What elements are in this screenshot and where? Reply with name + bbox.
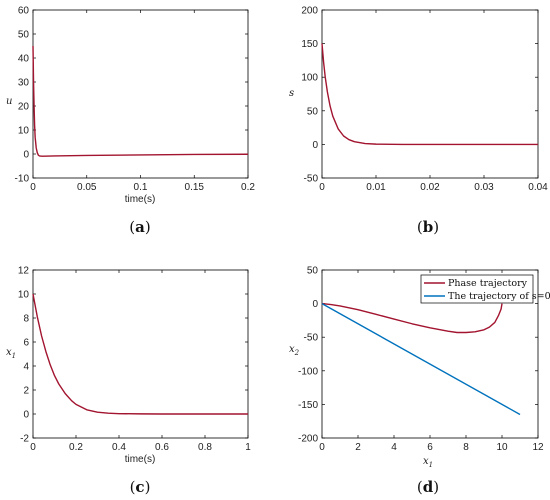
panel-b-series-0-line bbox=[321, 43, 538, 146]
panel-a-x-axis-label: time(s) bbox=[125, 194, 156, 205]
panel-d-x-tick-label: 6 bbox=[427, 442, 433, 453]
panel-a-y-axis-label: u bbox=[6, 96, 12, 107]
panel-a: u time(s) (a) 0 0.05 0.1 0.15 0.2-1001020304… bbox=[6, 6, 255, 237]
panel-b-x-tick-label: 0.03 bbox=[474, 182, 494, 193]
panel-c-x-tick-label: 0.4 bbox=[112, 442, 126, 453]
panel-d-legend: Phase trajectory The trajectory of s=0 bbox=[420, 274, 550, 304]
panel-a-y-tick-label: 0 bbox=[23, 150, 29, 161]
panel-c-y-tick-label: 8 bbox=[23, 314, 29, 325]
panel-c-y-tick-label: 12 bbox=[18, 266, 30, 277]
panel-d-y-tick-label: 0 bbox=[312, 299, 318, 310]
panel-d-x-axis-label-sub: 1 bbox=[429, 461, 433, 469]
panel-c-x-tick-label: 0 bbox=[30, 442, 36, 453]
panel-a-y-tick-label: 20 bbox=[18, 102, 30, 113]
panel-a-label: (a) bbox=[129, 218, 150, 236]
panel-a-plot-frame bbox=[32, 9, 249, 179]
panel-b-y-tick-label: 150 bbox=[301, 39, 318, 50]
panel-d-x-tick-label: 4 bbox=[391, 442, 397, 453]
panel-d-label: (d) bbox=[417, 478, 439, 496]
panel-c-y-axis-label-sub: 1 bbox=[12, 352, 16, 360]
panel-b-y-tick-label: -50 bbox=[304, 174, 319, 185]
panel-d-x-tick-label: 8 bbox=[463, 442, 469, 453]
panel-c-y-tick-label: 2 bbox=[23, 386, 29, 397]
panel-a-y-tick-label: -10 bbox=[15, 174, 30, 185]
panel-c-label-letter: c bbox=[135, 478, 144, 496]
panel-b-y-tick-label: 200 bbox=[301, 6, 318, 17]
panel-d-legend-text-phase: Phase trajectory bbox=[448, 278, 528, 289]
panel-a-x-tick-label: 0 bbox=[30, 182, 36, 193]
panel-d-y-tick-label: -150 bbox=[298, 400, 318, 411]
panel-a-x-tick-label: 0.05 bbox=[77, 182, 97, 193]
panel-b-y-tick-label: 100 bbox=[301, 73, 318, 84]
panel-d-x-tick-label: 12 bbox=[532, 442, 544, 453]
panel-c-x-tick-label: 1 bbox=[245, 442, 251, 453]
panel-b-x-tick-label: 0.01 bbox=[366, 182, 386, 193]
panel-b-y-tick-label: 50 bbox=[307, 106, 319, 117]
panel-d-series-0-line bbox=[321, 302, 503, 334]
panel-c-label-close: ) bbox=[145, 478, 151, 496]
panel-c-label-open: ( bbox=[130, 478, 136, 496]
panel-d-y-tick-label: 50 bbox=[307, 266, 319, 277]
panel-c-x-axis-label: time(s) bbox=[125, 454, 156, 465]
panel-d-y-axis-label: x2 bbox=[289, 344, 300, 357]
panel-c-y-tick-label: 10 bbox=[18, 290, 30, 301]
panel-d-label-letter: d bbox=[423, 478, 434, 496]
panel-a-x-tick-label: 0.15 bbox=[185, 182, 205, 193]
panel-a-y-tick-label: 10 bbox=[18, 126, 30, 137]
panel-b-label-letter: b bbox=[423, 218, 434, 236]
panel-d: x2 x1 (d) Phase trajectory The trajector… bbox=[289, 266, 550, 497]
panel-d-label-close: ) bbox=[433, 478, 439, 496]
panel-c-y-tick-label: 0 bbox=[23, 410, 29, 421]
panel-d-series-1-line bbox=[321, 302, 521, 416]
panel-b-x-tick-label: 0.04 bbox=[528, 182, 548, 193]
panel-d-label-open: ( bbox=[417, 478, 423, 496]
panel-a-x-tick-label: 0.2 bbox=[241, 182, 255, 193]
panel-b-label: (b) bbox=[417, 218, 439, 236]
panel-a-y-tick-label: 30 bbox=[18, 78, 30, 89]
panel-d-y-tick-label: -100 bbox=[298, 366, 318, 377]
panel-d-x-tick-label: 2 bbox=[355, 442, 361, 453]
panel-d-legend-text-s0: The trajectory of s=0 bbox=[448, 291, 550, 302]
panel-a-y-tick-label: 50 bbox=[18, 30, 30, 41]
panel-a-y-tick-label: 60 bbox=[18, 6, 30, 17]
panel-c-x-tick-label: 0.6 bbox=[155, 442, 169, 453]
panel-d-x-axis-label-base: x bbox=[423, 456, 429, 467]
panel-a-label-open: ( bbox=[129, 218, 135, 236]
panel-c-y-axis-label: x1 bbox=[6, 347, 16, 360]
panel-c-y-tick-label: 6 bbox=[23, 338, 29, 349]
panel-a-x-tick-label: 0.1 bbox=[134, 182, 148, 193]
panel-c-series-0-line bbox=[32, 293, 248, 415]
panel-d-y-tick-label: -200 bbox=[298, 434, 318, 445]
panel-c-label: (c) bbox=[130, 478, 151, 496]
panel-c-plot-frame bbox=[32, 269, 249, 439]
panel-d-x-tick-label: 0 bbox=[319, 442, 325, 453]
panel-b-label-close: ) bbox=[433, 218, 439, 236]
panel-c-x-tick-label: 0.2 bbox=[69, 442, 83, 453]
panel-c-y-tick-label: -2 bbox=[20, 434, 29, 445]
panel-a-y-tick-label: 40 bbox=[18, 54, 30, 65]
panel-b-y-axis-label: s bbox=[289, 88, 294, 99]
panel-b-label-open: ( bbox=[417, 218, 423, 236]
panel-a-label-close: ) bbox=[145, 218, 151, 236]
panel-b-plot-frame bbox=[321, 9, 539, 179]
panel-d-legend-box bbox=[420, 274, 534, 304]
panel-d-x-tick-label: 10 bbox=[496, 442, 508, 453]
panel-d-y-axis-label-base: x bbox=[289, 344, 295, 355]
panel-d-y-axis-label-sub: 2 bbox=[294, 349, 300, 357]
panel-c-y-tick-label: 4 bbox=[23, 362, 29, 373]
panel-c-x-tick-label: 0.8 bbox=[198, 442, 212, 453]
panel-b-x-tick-label: 0 bbox=[319, 182, 325, 193]
panel-d-y-tick-label: -50 bbox=[304, 333, 319, 344]
panel-c-y-axis-label-base: x bbox=[6, 347, 12, 358]
panel-b-x-tick-label: 0.02 bbox=[420, 182, 440, 193]
panel-a-label-letter: a bbox=[135, 218, 145, 236]
panel-a-series-0-line bbox=[32, 45, 249, 157]
panel-b-y-tick-label: 0 bbox=[312, 140, 318, 151]
panel-d-x-axis-label: x1 bbox=[423, 456, 433, 469]
